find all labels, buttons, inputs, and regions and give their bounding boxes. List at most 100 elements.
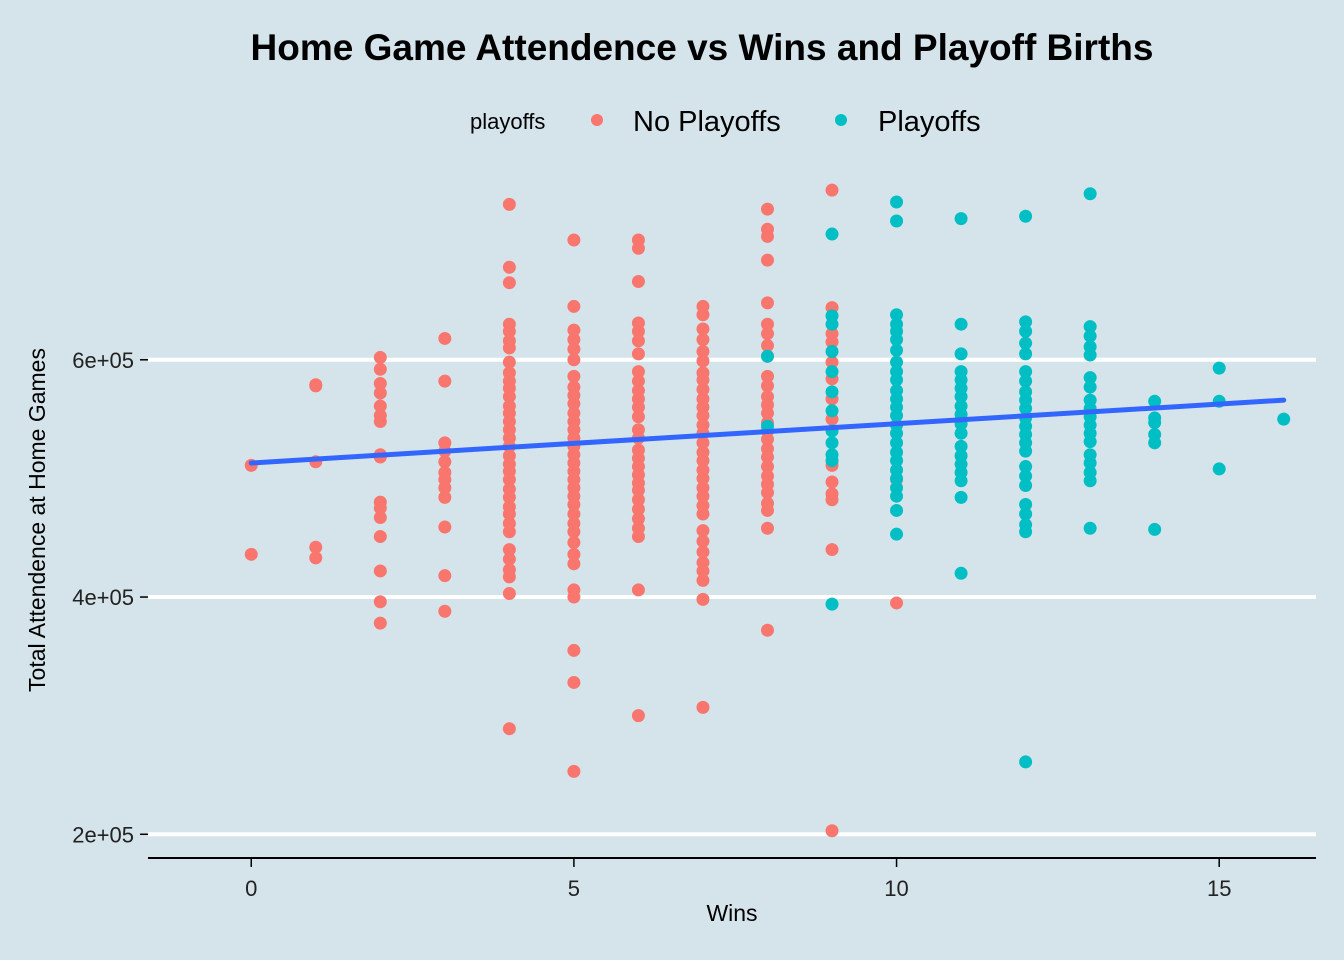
- point-playoffs: [890, 436, 904, 450]
- point-no-playoffs: [631, 347, 645, 361]
- point-no-playoffs: [696, 592, 710, 606]
- point-playoffs: [890, 527, 904, 541]
- point-no-playoffs: [567, 547, 581, 561]
- point-no-playoffs: [631, 400, 645, 414]
- point-playoffs: [1019, 315, 1033, 329]
- point-no-playoffs: [696, 382, 710, 396]
- point-no-playoffs: [631, 241, 645, 255]
- point-no-playoffs: [760, 521, 774, 535]
- point-no-playoffs: [567, 525, 581, 539]
- legend-label-no-playoffs: No Playoffs: [633, 106, 781, 138]
- point-no-playoffs: [696, 333, 710, 347]
- point-no-playoffs: [567, 342, 581, 356]
- legend-marker-playoffs: [835, 114, 847, 126]
- point-no-playoffs: [438, 520, 452, 534]
- point-no-playoffs: [567, 590, 581, 604]
- point-no-playoffs: [502, 473, 516, 487]
- x-tick-label: 15: [1207, 876, 1231, 901]
- point-no-playoffs: [567, 333, 581, 347]
- point-no-playoffs: [631, 365, 645, 379]
- point-no-playoffs: [502, 525, 516, 539]
- point-playoffs: [825, 385, 839, 399]
- point-no-playoffs: [760, 379, 774, 393]
- point-playoffs: [890, 355, 904, 369]
- point-no-playoffs: [502, 543, 516, 557]
- point-no-playoffs: [502, 507, 516, 521]
- point-playoffs: [890, 333, 904, 347]
- point-playoffs: [890, 195, 904, 209]
- x-tick-label: 0: [245, 876, 257, 901]
- point-playoffs: [890, 471, 904, 485]
- point-no-playoffs: [696, 489, 710, 503]
- point-playoffs: [1019, 336, 1033, 350]
- point-no-playoffs: [373, 595, 387, 609]
- point-playoffs: [1019, 507, 1033, 521]
- point-no-playoffs: [373, 350, 387, 364]
- point-playoffs: [1019, 324, 1033, 338]
- point-playoffs: [825, 344, 839, 358]
- point-no-playoffs: [373, 530, 387, 544]
- chart-title: Home Game Attendence vs Wins and Playoff…: [251, 27, 1154, 68]
- point-no-playoffs: [309, 379, 323, 393]
- point-no-playoffs: [760, 450, 774, 464]
- point-no-playoffs: [696, 471, 710, 485]
- point-no-playoffs: [760, 503, 774, 517]
- gridlines: [148, 357, 1316, 837]
- point-playoffs: [825, 454, 839, 468]
- point-playoffs: [1019, 347, 1033, 361]
- point-no-playoffs: [502, 260, 516, 274]
- point-playoffs: [825, 227, 839, 241]
- point-no-playoffs: [567, 643, 581, 657]
- point-no-playoffs: [696, 354, 710, 368]
- point-no-playoffs: [890, 596, 904, 610]
- point-playoffs: [890, 489, 904, 503]
- point-no-playoffs: [567, 233, 581, 247]
- point-no-playoffs: [502, 355, 516, 369]
- point-no-playoffs: [373, 414, 387, 428]
- x-tick-label: 10: [884, 876, 908, 901]
- point-no-playoffs: [760, 369, 774, 383]
- point-playoffs: [1019, 479, 1033, 493]
- y-tick-label: 2e+05: [72, 822, 134, 847]
- point-no-playoffs: [438, 374, 452, 388]
- point-playoffs: [890, 409, 904, 423]
- point-playoffs: [1019, 469, 1033, 483]
- point-playoffs: [1083, 435, 1097, 449]
- point-no-playoffs: [696, 564, 710, 578]
- legend: playoffs No Playoffs Playoffs: [470, 106, 981, 138]
- point-no-playoffs: [760, 202, 774, 216]
- point-no-playoffs: [696, 573, 710, 587]
- point-no-playoffs: [631, 483, 645, 497]
- x-tick-label: 5: [568, 876, 580, 901]
- point-no-playoffs: [438, 490, 452, 504]
- point-no-playoffs: [373, 564, 387, 578]
- data-points: [244, 183, 1291, 838]
- point-playoffs: [954, 317, 968, 331]
- point-playoffs: [954, 490, 968, 504]
- x-axis-title: Wins: [706, 900, 757, 926]
- point-no-playoffs: [760, 406, 774, 420]
- point-playoffs: [1148, 416, 1162, 430]
- point-no-playoffs: [825, 475, 839, 489]
- point-no-playoffs: [760, 327, 774, 341]
- point-playoffs: [1083, 329, 1097, 343]
- point-playoffs: [890, 503, 904, 517]
- point-playoffs: [954, 347, 968, 361]
- point-no-playoffs: [760, 432, 774, 446]
- point-no-playoffs: [309, 551, 323, 565]
- point-no-playoffs: [760, 460, 774, 474]
- point-no-playoffs: [309, 540, 323, 554]
- point-no-playoffs: [696, 534, 710, 548]
- point-no-playoffs: [696, 409, 710, 423]
- point-no-playoffs: [696, 322, 710, 336]
- point-no-playoffs: [567, 535, 581, 549]
- point-no-playoffs: [696, 436, 710, 450]
- point-no-playoffs: [438, 331, 452, 345]
- legend-title: playoffs: [470, 109, 545, 134]
- point-no-playoffs: [696, 524, 710, 538]
- point-no-playoffs: [760, 296, 774, 310]
- point-playoffs: [1019, 755, 1033, 769]
- point-no-playoffs: [567, 675, 581, 689]
- point-no-playoffs: [373, 399, 387, 413]
- point-no-playoffs: [631, 502, 645, 516]
